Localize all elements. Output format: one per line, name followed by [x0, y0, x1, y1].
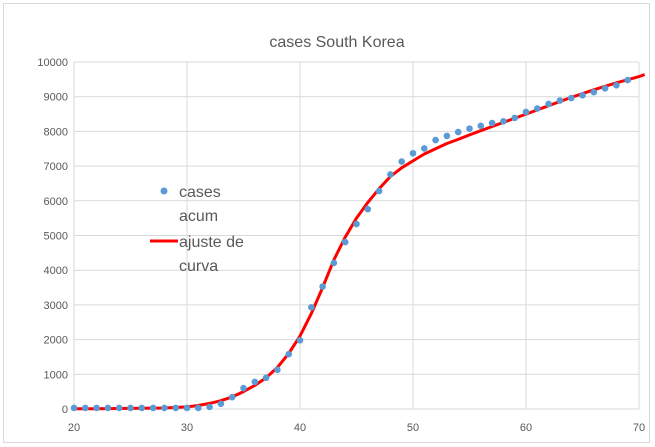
data-point [511, 114, 518, 122]
chart-title: cases South Korea [269, 34, 404, 51]
data-point [127, 404, 134, 412]
y-tick-label: 5000 [44, 231, 68, 243]
data-point [421, 145, 428, 152]
legend-marker-cases [160, 187, 168, 195]
data-point [409, 149, 417, 157]
data-point [624, 76, 631, 84]
data-point [262, 374, 270, 382]
data-point [522, 108, 530, 116]
legend: cases acum ajuste de curva [150, 184, 244, 275]
data-point [579, 92, 586, 99]
x-tick-label: 60 [520, 422, 532, 434]
data-point [138, 404, 146, 412]
y-tick-label: 2000 [44, 335, 68, 347]
legend-label-cases-line1: cases [179, 184, 221, 201]
data-point [183, 404, 191, 412]
y-tick-label: 3000 [44, 300, 68, 312]
data-point [387, 171, 394, 178]
data-point [82, 404, 89, 412]
data-point [217, 400, 225, 408]
data-point [240, 384, 247, 392]
data-point [477, 122, 485, 130]
data-point [601, 85, 609, 92]
data-point [567, 94, 575, 102]
y-tick-label: 6000 [44, 196, 68, 208]
data-point [161, 404, 168, 412]
data-point [93, 404, 100, 412]
x-tick-label: 20 [68, 422, 80, 434]
data-point [432, 136, 439, 144]
data-point [466, 125, 473, 132]
data-point [308, 304, 315, 311]
data-point [364, 205, 372, 213]
fit-line [74, 73, 646, 411]
y-tick-label: 9000 [44, 92, 68, 104]
x-tick-label: 50 [407, 422, 419, 434]
data-point [149, 404, 157, 412]
x-tick-label: 40 [294, 422, 306, 434]
data-point [443, 132, 451, 140]
data-point [319, 283, 326, 290]
data-point [285, 350, 293, 358]
y-tick-label: 8000 [44, 126, 68, 138]
data-point [353, 220, 360, 228]
grid-layer [73, 61, 640, 410]
legend-label-cases-line2: acum [179, 208, 218, 225]
data-point [70, 404, 78, 412]
data-point [454, 128, 462, 136]
data-point [195, 404, 202, 412]
data-point [500, 118, 507, 125]
data-point [228, 393, 236, 401]
legend-label-fit-line2: curva [179, 258, 218, 275]
y-tick-label: 4000 [44, 265, 68, 277]
data-point [296, 336, 304, 344]
data-point [590, 88, 598, 96]
y-tick-label: 10000 [37, 57, 68, 69]
data-point [375, 187, 383, 195]
data-point [172, 404, 179, 412]
data-points-layer [70, 76, 631, 412]
legend-label-fit-line1: ajuste de [179, 234, 244, 251]
y-tick-label: 0 [62, 404, 68, 416]
data-point [330, 259, 338, 267]
y-tick-label: 1000 [44, 369, 68, 381]
data-point [545, 100, 552, 108]
data-point [104, 404, 112, 412]
fit-line-layer [74, 73, 646, 411]
data-point [534, 105, 541, 112]
y-tick-label: 7000 [44, 161, 68, 173]
x-tick-label: 30 [181, 422, 193, 434]
data-point [115, 404, 123, 412]
chart-container: cases South Korea 0 1000 2000 3000 4000 5000 6… [3, 3, 650, 443]
data-point [398, 158, 406, 165]
x-tick-label: 70 [633, 422, 645, 434]
data-point [251, 378, 259, 386]
axis-labels: 0 1000 2000 3000 4000 5000 6000 7000 8000 9000 100… [37, 57, 645, 434]
data-point [274, 366, 281, 374]
data-point [488, 119, 496, 127]
data-point [341, 238, 349, 246]
chart-svg: cases South Korea 0 1000 2000 3000 4000 5000 6… [37, 34, 646, 434]
data-point [556, 97, 564, 104]
data-point [206, 403, 213, 411]
data-point [613, 81, 620, 89]
